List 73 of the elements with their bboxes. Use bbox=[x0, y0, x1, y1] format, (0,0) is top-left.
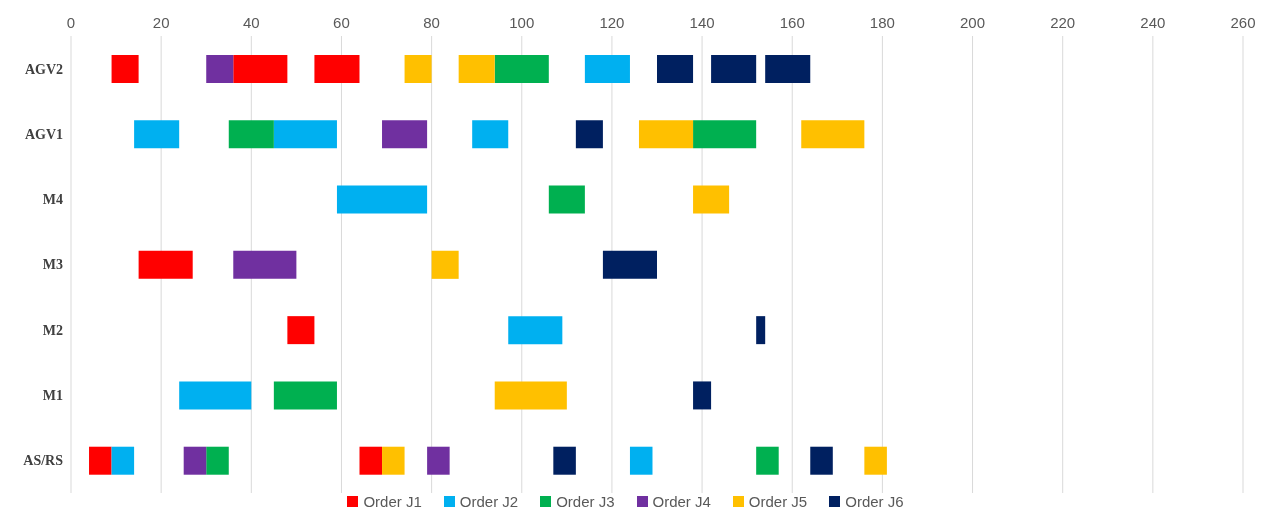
bar bbox=[206, 55, 234, 83]
y-tick-label: M2 bbox=[42, 322, 63, 338]
bar bbox=[273, 381, 337, 410]
bar bbox=[382, 446, 405, 475]
y-tick-label: AS/RS bbox=[23, 453, 64, 469]
bar bbox=[336, 185, 428, 214]
legend-label: Order J1 bbox=[363, 493, 422, 510]
bar bbox=[548, 185, 585, 214]
bar bbox=[314, 55, 360, 83]
x-tick-label: 20 bbox=[152, 14, 170, 31]
bar bbox=[134, 120, 180, 149]
bar bbox=[273, 120, 337, 149]
bar bbox=[494, 381, 567, 410]
bar bbox=[629, 446, 653, 475]
bar bbox=[508, 316, 563, 345]
bar bbox=[382, 120, 428, 149]
x-tick-label: 240 bbox=[1140, 14, 1166, 31]
bar bbox=[711, 55, 757, 83]
bar bbox=[287, 316, 315, 345]
bar bbox=[553, 446, 576, 475]
bar bbox=[431, 250, 459, 279]
bar bbox=[693, 185, 730, 214]
bar bbox=[138, 250, 193, 279]
legend-label: Order J2 bbox=[459, 493, 519, 510]
y-tick-label: M3 bbox=[42, 257, 63, 273]
y-tick-label: M4 bbox=[42, 192, 63, 208]
y-tick-label: M1 bbox=[42, 388, 63, 404]
bar bbox=[575, 120, 603, 149]
x-tick-label: 0 bbox=[66, 14, 76, 31]
x-tick-label: 220 bbox=[1050, 14, 1076, 31]
bar bbox=[183, 446, 207, 475]
x-tick-label: 200 bbox=[960, 14, 986, 31]
bar bbox=[233, 250, 297, 279]
x-tick-label: 60 bbox=[333, 14, 350, 31]
bar bbox=[756, 446, 779, 475]
bar bbox=[111, 55, 139, 83]
legend-label: Order J6 bbox=[845, 493, 904, 510]
bar bbox=[765, 55, 811, 83]
bar bbox=[179, 381, 252, 410]
y-tick-label: AGV1 bbox=[24, 126, 63, 142]
bar bbox=[233, 55, 288, 83]
bar bbox=[584, 55, 630, 83]
bar bbox=[693, 120, 757, 149]
bar bbox=[472, 120, 509, 149]
legend-label: Order J3 bbox=[556, 493, 615, 510]
bar bbox=[494, 55, 549, 83]
bar bbox=[602, 250, 657, 279]
bar bbox=[89, 446, 112, 475]
bar bbox=[458, 55, 495, 83]
bar bbox=[864, 446, 887, 475]
bar bbox=[756, 316, 766, 345]
bar bbox=[427, 446, 450, 475]
bar bbox=[801, 120, 865, 149]
bar bbox=[206, 446, 229, 475]
bar bbox=[228, 120, 274, 149]
bar bbox=[693, 381, 712, 410]
x-tick-label: 40 bbox=[242, 14, 260, 31]
x-tick-label: 260 bbox=[1230, 14, 1256, 31]
bar bbox=[810, 446, 833, 475]
x-tick-label: 180 bbox=[869, 14, 895, 31]
x-tick-label: 140 bbox=[689, 14, 715, 31]
legend-label: Order J4 bbox=[652, 493, 711, 510]
x-tick-label: 100 bbox=[509, 14, 535, 31]
bar bbox=[404, 55, 432, 83]
legend-label: Order J5 bbox=[748, 493, 808, 510]
x-tick-label: 160 bbox=[779, 14, 805, 31]
y-tick-label: AGV2 bbox=[24, 61, 63, 77]
bar bbox=[638, 120, 694, 149]
bar bbox=[657, 55, 694, 83]
bar bbox=[111, 446, 135, 475]
x-tick-label: 120 bbox=[599, 14, 625, 31]
x-tick-label: 80 bbox=[423, 14, 440, 31]
bar bbox=[359, 446, 383, 475]
